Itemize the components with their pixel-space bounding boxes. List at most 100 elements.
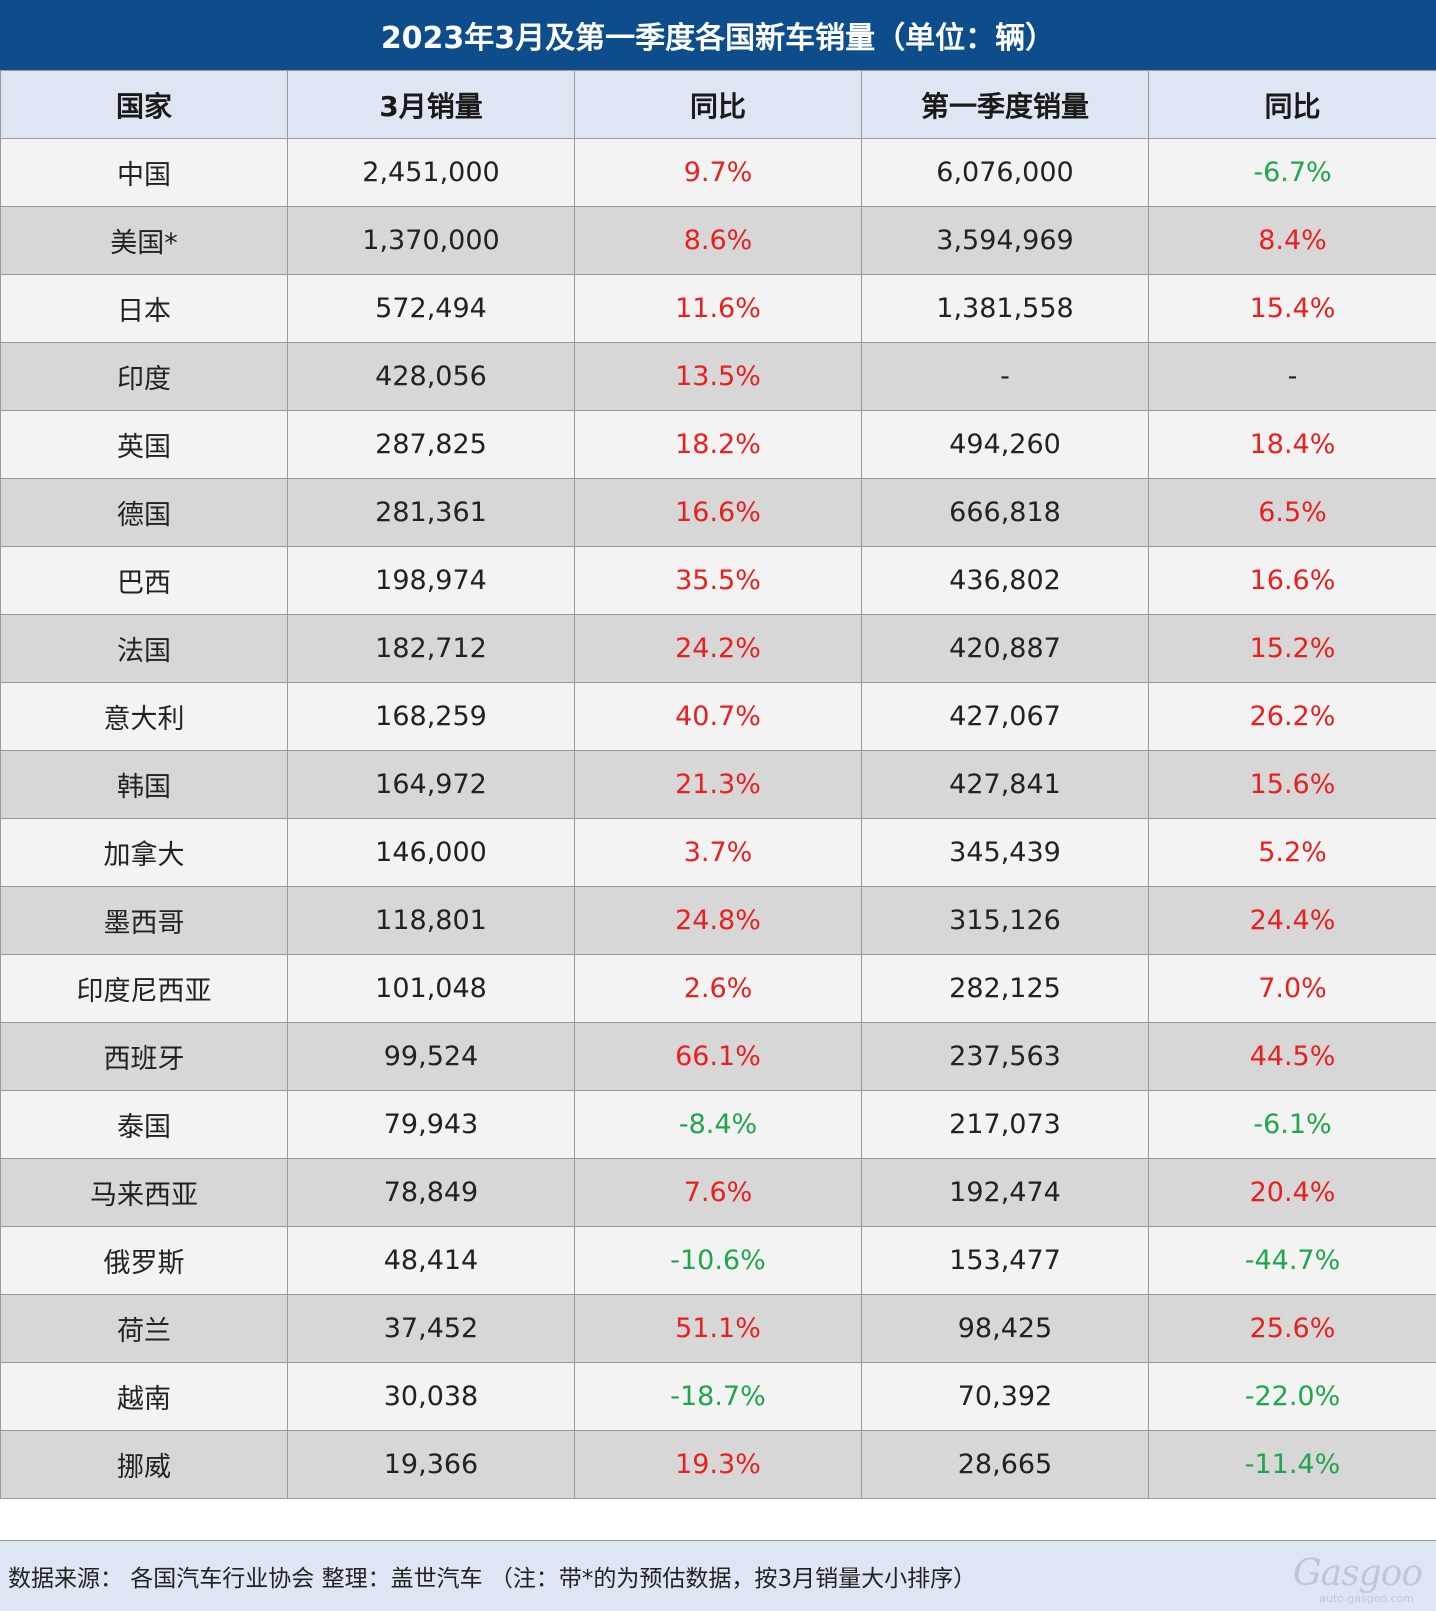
- table-row: 法国 182,712 24.2% 420,887 15.2%: [0, 614, 1436, 683]
- cell-march-sales: 182,712: [287, 614, 575, 683]
- cell-country: 韩国: [0, 750, 288, 819]
- table-row: 中国 2,451,000 9.7% 6,076,000 -6.7%: [0, 138, 1436, 207]
- cell-q1-yoy: 5.2%: [1148, 818, 1436, 887]
- table-row: 印度尼西亚 101,048 2.6% 282,125 7.0%: [0, 954, 1436, 1023]
- cell-country: 越南: [0, 1362, 288, 1431]
- cell-march-sales: 118,801: [287, 886, 575, 955]
- cell-march-sales: 2,451,000: [287, 138, 575, 207]
- cell-q1-sales: 345,439: [861, 818, 1149, 887]
- cell-march-yoy: -8.4%: [574, 1090, 862, 1159]
- header-q1-sales: 第一季度销量: [861, 70, 1149, 139]
- table-row: 德国 281,361 16.6% 666,818 6.5%: [0, 478, 1436, 547]
- cell-q1-yoy: -6.7%: [1148, 138, 1436, 207]
- header-q1-yoy: 同比: [1148, 70, 1436, 139]
- cell-country: 日本: [0, 274, 288, 343]
- cell-march-yoy: 2.6%: [574, 954, 862, 1023]
- cell-q1-sales: 237,563: [861, 1022, 1149, 1091]
- cell-q1-sales: 427,841: [861, 750, 1149, 819]
- cell-march-yoy: 21.3%: [574, 750, 862, 819]
- cell-q1-sales: 666,818: [861, 478, 1149, 547]
- table-row: 英国 287,825 18.2% 494,260 18.4%: [0, 410, 1436, 479]
- cell-q1-yoy: 25.6%: [1148, 1294, 1436, 1363]
- cell-country: 加拿大: [0, 818, 288, 887]
- cell-country: 美国*: [0, 206, 288, 275]
- cell-q1-yoy: 15.4%: [1148, 274, 1436, 343]
- cell-country: 马来西亚: [0, 1158, 288, 1227]
- cell-q1-sales: 192,474: [861, 1158, 1149, 1227]
- header-march-sales: 3月销量: [287, 70, 575, 139]
- cell-q1-yoy: 15.2%: [1148, 614, 1436, 683]
- cell-country: 挪威: [0, 1430, 288, 1499]
- table-row: 印度 428,056 13.5% - -: [0, 342, 1436, 411]
- cell-march-yoy: 24.8%: [574, 886, 862, 955]
- cell-march-yoy: 35.5%: [574, 546, 862, 615]
- cell-march-sales: 168,259: [287, 682, 575, 751]
- cell-q1-sales: 3,594,969: [861, 206, 1149, 275]
- cell-q1-yoy: 20.4%: [1148, 1158, 1436, 1227]
- cell-march-yoy: -18.7%: [574, 1362, 862, 1431]
- cell-q1-yoy: 18.4%: [1148, 410, 1436, 479]
- cell-march-sales: 48,414: [287, 1226, 575, 1295]
- table-row: 巴西 198,974 35.5% 436,802 16.6%: [0, 546, 1436, 615]
- cell-march-sales: 19,366: [287, 1430, 575, 1499]
- footer: 数据来源： 各国汽车行业协会 整理：盖世汽车 （注：带*的为预估数据，按3月销量…: [0, 1540, 1436, 1611]
- cell-march-sales: 101,048: [287, 954, 575, 1023]
- cell-march-yoy: 24.2%: [574, 614, 862, 683]
- cell-march-sales: 164,972: [287, 750, 575, 819]
- cell-q1-sales: 494,260: [861, 410, 1149, 479]
- table-row: 日本 572,494 11.6% 1,381,558 15.4%: [0, 274, 1436, 343]
- table-row: 马来西亚 78,849 7.6% 192,474 20.4%: [0, 1158, 1436, 1227]
- table-row: 加拿大 146,000 3.7% 345,439 5.2%: [0, 818, 1436, 887]
- cell-march-yoy: 9.7%: [574, 138, 862, 207]
- cell-country: 西班牙: [0, 1022, 288, 1091]
- cell-march-sales: 30,038: [287, 1362, 575, 1431]
- table-row: 西班牙 99,524 66.1% 237,563 44.5%: [0, 1022, 1436, 1091]
- cell-march-yoy: 16.6%: [574, 478, 862, 547]
- cell-q1-sales: 98,425: [861, 1294, 1149, 1363]
- table-row: 意大利 168,259 40.7% 427,067 26.2%: [0, 682, 1436, 751]
- table-row: 美国* 1,370,000 8.6% 3,594,969 8.4%: [0, 206, 1436, 275]
- cell-march-sales: 78,849: [287, 1158, 575, 1227]
- cell-q1-yoy: 24.4%: [1148, 886, 1436, 955]
- header-march-yoy: 同比: [574, 70, 862, 139]
- cell-march-sales: 428,056: [287, 342, 575, 411]
- cell-march-sales: 146,000: [287, 818, 575, 887]
- cell-march-sales: 37,452: [287, 1294, 575, 1363]
- cell-march-sales: 99,524: [287, 1022, 575, 1091]
- cell-march-sales: 281,361: [287, 478, 575, 547]
- cell-march-yoy: 8.6%: [574, 206, 862, 275]
- cell-march-sales: 287,825: [287, 410, 575, 479]
- cell-q1-yoy: 15.6%: [1148, 750, 1436, 819]
- cell-country: 英国: [0, 410, 288, 479]
- cell-country: 俄罗斯: [0, 1226, 288, 1295]
- cell-country: 巴西: [0, 546, 288, 615]
- table-row: 越南 30,038 -18.7% 70,392 -22.0%: [0, 1362, 1436, 1431]
- cell-country: 泰国: [0, 1090, 288, 1159]
- cell-march-yoy: 11.6%: [574, 274, 862, 343]
- cell-march-yoy: 19.3%: [574, 1430, 862, 1499]
- table-row: 泰国 79,943 -8.4% 217,073 -6.1%: [0, 1090, 1436, 1159]
- cell-country: 德国: [0, 478, 288, 547]
- cell-march-yoy: 66.1%: [574, 1022, 862, 1091]
- cell-q1-yoy: 26.2%: [1148, 682, 1436, 751]
- cell-country: 法国: [0, 614, 288, 683]
- table-title: 2023年3月及第一季度各国新车销量（单位：辆）: [0, 0, 1436, 72]
- gasgoo-logo: Gasgoo auto.gasgoo.com: [1293, 1551, 1423, 1605]
- table-row: 荷兰 37,452 51.1% 98,425 25.6%: [0, 1294, 1436, 1363]
- table-row: 俄罗斯 48,414 -10.6% 153,477 -44.7%: [0, 1226, 1436, 1295]
- cell-q1-yoy: -11.4%: [1148, 1430, 1436, 1499]
- cell-country: 中国: [0, 138, 288, 207]
- cell-q1-yoy: 16.6%: [1148, 546, 1436, 615]
- source-note: 数据来源： 各国汽车行业协会 整理：盖世汽车 （注：带*的为预估数据，按3月销量…: [8, 1566, 977, 1592]
- cell-q1-sales: 6,076,000: [861, 138, 1149, 207]
- cell-q1-yoy: 7.0%: [1148, 954, 1436, 1023]
- cell-q1-yoy: 8.4%: [1148, 206, 1436, 275]
- cell-q1-yoy: -6.1%: [1148, 1090, 1436, 1159]
- cell-q1-sales: 436,802: [861, 546, 1149, 615]
- cell-q1-yoy: -: [1148, 342, 1436, 411]
- cell-q1-yoy: 6.5%: [1148, 478, 1436, 547]
- table-row: 挪威 19,366 19.3% 28,665 -11.4%: [0, 1430, 1436, 1499]
- cell-march-yoy: 18.2%: [574, 410, 862, 479]
- cell-q1-sales: 28,665: [861, 1430, 1149, 1499]
